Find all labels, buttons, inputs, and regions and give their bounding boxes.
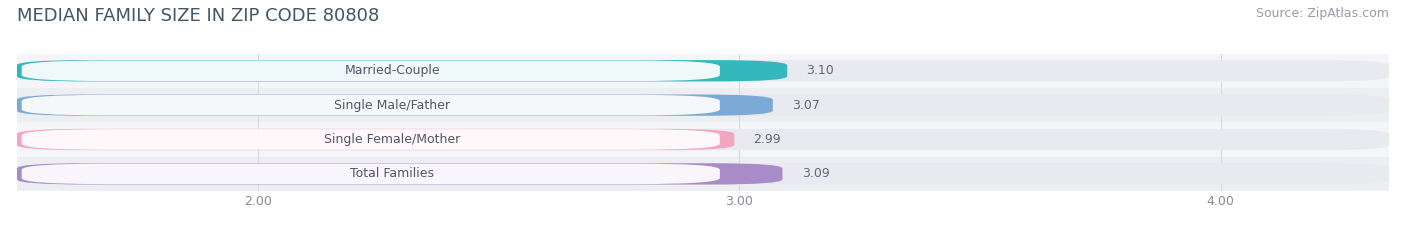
Text: Married-Couple: Married-Couple xyxy=(344,64,440,77)
FancyBboxPatch shape xyxy=(21,61,720,81)
FancyBboxPatch shape xyxy=(17,54,1389,88)
Text: 3.10: 3.10 xyxy=(807,64,834,77)
FancyBboxPatch shape xyxy=(17,163,1389,185)
FancyBboxPatch shape xyxy=(21,164,720,184)
FancyBboxPatch shape xyxy=(17,122,1389,157)
Text: Single Male/Father: Single Male/Father xyxy=(335,99,450,112)
FancyBboxPatch shape xyxy=(17,60,787,81)
FancyBboxPatch shape xyxy=(17,129,1389,150)
Text: Source: ZipAtlas.com: Source: ZipAtlas.com xyxy=(1256,7,1389,20)
FancyBboxPatch shape xyxy=(17,157,1389,191)
FancyBboxPatch shape xyxy=(17,88,1389,122)
FancyBboxPatch shape xyxy=(17,163,783,185)
Text: Total Families: Total Families xyxy=(350,167,434,180)
FancyBboxPatch shape xyxy=(21,129,720,150)
Text: 3.09: 3.09 xyxy=(801,167,830,180)
FancyBboxPatch shape xyxy=(17,60,1389,81)
Text: Single Female/Mother: Single Female/Mother xyxy=(325,133,461,146)
Text: 2.99: 2.99 xyxy=(754,133,782,146)
FancyBboxPatch shape xyxy=(21,95,720,116)
Text: 3.07: 3.07 xyxy=(792,99,820,112)
FancyBboxPatch shape xyxy=(17,95,1389,116)
Text: MEDIAN FAMILY SIZE IN ZIP CODE 80808: MEDIAN FAMILY SIZE IN ZIP CODE 80808 xyxy=(17,7,380,25)
FancyBboxPatch shape xyxy=(17,95,773,116)
FancyBboxPatch shape xyxy=(17,129,734,150)
